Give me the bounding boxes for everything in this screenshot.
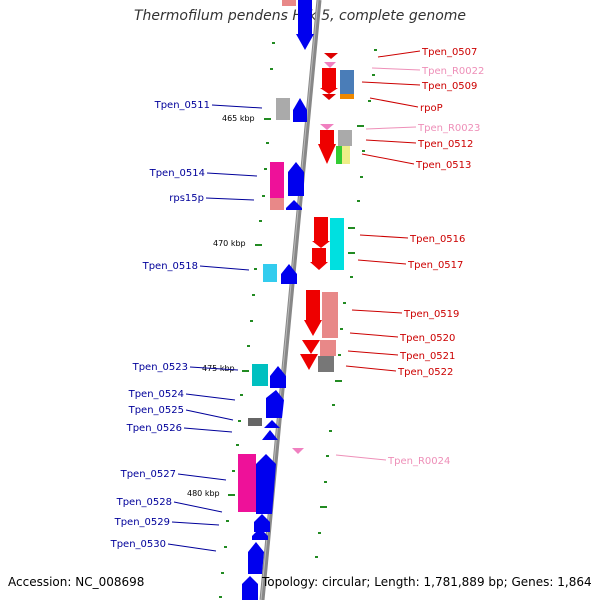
gene-feature bbox=[256, 454, 276, 514]
gene-feature bbox=[288, 162, 304, 196]
gene-label[interactable]: Tpen_R0022 bbox=[421, 66, 484, 77]
gene-label[interactable]: Tpen_0517 bbox=[407, 260, 463, 271]
gene-label[interactable]: Tpen_0507 bbox=[421, 47, 477, 58]
gene-feature bbox=[320, 68, 338, 100]
accession-text: Accession: NC_008698 bbox=[8, 575, 145, 589]
gene-label[interactable]: Tpen_0525 bbox=[128, 405, 184, 416]
scale-ticks bbox=[219, 42, 377, 598]
gene-feature bbox=[248, 542, 264, 574]
gene-feature bbox=[300, 290, 322, 370]
gene-label[interactable]: Tpen_0524 bbox=[128, 389, 184, 400]
gene-feature bbox=[242, 576, 258, 600]
gene-feature bbox=[293, 98, 307, 122]
rna-feature bbox=[324, 53, 338, 59]
gene-feature bbox=[254, 514, 270, 532]
gene-feature bbox=[338, 130, 352, 146]
gene-feature bbox=[286, 200, 302, 210]
gene-label[interactable]: Tpen_0516 bbox=[409, 234, 465, 245]
gene-feature bbox=[310, 217, 330, 270]
gene-feature bbox=[264, 420, 280, 428]
gene-label[interactable]: Tpen_0514 bbox=[149, 168, 205, 179]
rna-feature bbox=[292, 448, 304, 454]
gene-label[interactable]: Tpen_0529 bbox=[114, 517, 170, 528]
gene-feature bbox=[252, 364, 268, 386]
gene-label[interactable]: Tpen_0530 bbox=[110, 539, 166, 550]
gene-feature bbox=[270, 162, 284, 198]
gene-label[interactable]: Tpen_0509 bbox=[421, 81, 477, 92]
kbp-mark: 480 kbp bbox=[187, 489, 220, 498]
genome-summary-text: Topology: circular; Length: 1,781,889 bp… bbox=[262, 575, 592, 589]
gene-label[interactable]: Tpen_0528 bbox=[116, 497, 172, 508]
gene-label[interactable]: Tpen_0513 bbox=[415, 160, 471, 171]
gene-label[interactable]: Tpen_0521 bbox=[399, 351, 455, 362]
gene-feature bbox=[322, 292, 338, 338]
gene-label[interactable]: Tpen_0518 bbox=[142, 261, 198, 272]
gene-feature bbox=[262, 430, 278, 440]
gene-feature bbox=[276, 98, 290, 120]
label-leaders-left bbox=[167, 104, 263, 552]
gene-feature bbox=[296, 0, 314, 50]
gene-label[interactable]: rpoP bbox=[420, 103, 443, 114]
gene-feature bbox=[238, 454, 256, 512]
gene-feature bbox=[270, 366, 286, 388]
label-leaders-right bbox=[335, 50, 421, 461]
gene-label[interactable]: Tpen_R0024 bbox=[387, 456, 450, 467]
gene-label[interactable]: Tpen_0523 bbox=[132, 362, 188, 373]
gene-feature bbox=[330, 218, 344, 270]
gene-label[interactable]: Tpen_0526 bbox=[126, 423, 182, 434]
gene-label[interactable]: rps15p bbox=[169, 193, 204, 204]
gene-feature bbox=[340, 70, 354, 94]
gene-feature bbox=[263, 264, 277, 282]
gene-feature bbox=[266, 390, 284, 418]
gene-labels-right: Tpen_0507 Tpen_R0022 Tpen_0509 rpoP Tpen… bbox=[387, 47, 484, 467]
gene-label[interactable]: Tpen_R0023 bbox=[417, 123, 480, 134]
gene-feature bbox=[318, 130, 336, 164]
gene-label[interactable]: Tpen_0512 bbox=[417, 139, 473, 150]
gene-feature bbox=[252, 528, 268, 540]
gene-label[interactable]: Tpen_0520 bbox=[399, 333, 455, 344]
gene-feature bbox=[281, 264, 297, 284]
gene-label[interactable]: Tpen_0522 bbox=[397, 367, 453, 378]
kbp-mark: 470 kbp bbox=[213, 239, 246, 248]
gene-labels-left: Tpen_0511 Tpen_0514 rps15p Tpen_0518 Tpe… bbox=[110, 100, 210, 550]
gene-label[interactable]: Tpen_0527 bbox=[120, 469, 176, 480]
kbp-mark: 465 kbp bbox=[222, 114, 255, 123]
gene-feature bbox=[248, 418, 262, 426]
gene-label[interactable]: Tpen_0519 bbox=[403, 309, 459, 320]
gene-label[interactable]: Tpen_0511 bbox=[154, 100, 210, 111]
